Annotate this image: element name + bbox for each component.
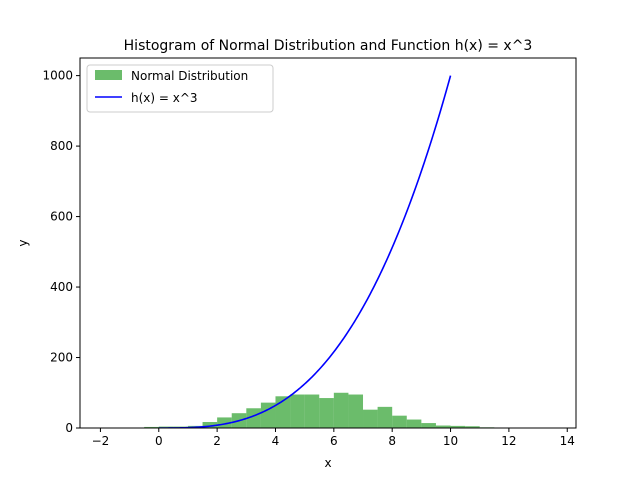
y-tick-label: 800 bbox=[50, 139, 73, 153]
histogram-bar bbox=[319, 398, 334, 428]
histogram-bar bbox=[406, 419, 422, 428]
legend-swatch-histogram bbox=[95, 70, 122, 80]
histogram-bar bbox=[217, 417, 232, 428]
plot-area bbox=[100, 75, 553, 428]
x-tick-label: −2 bbox=[92, 434, 110, 448]
y-tick-label: 1000 bbox=[42, 69, 73, 83]
histogram-bar bbox=[465, 426, 480, 428]
histogram-bar bbox=[290, 394, 305, 428]
legend: Normal Distribution h(x) = x^3 bbox=[86, 64, 274, 113]
histogram-bar bbox=[260, 402, 276, 428]
legend-label-line: h(x) = x^3 bbox=[131, 91, 198, 105]
histogram-bar bbox=[421, 423, 436, 428]
y-tick-label: 0 bbox=[65, 421, 73, 435]
y-tick-label: 600 bbox=[50, 210, 73, 224]
legend-label-histogram: Normal Distribution bbox=[131, 69, 248, 83]
x-tick-label: 12 bbox=[501, 434, 516, 448]
histogram-bar bbox=[377, 406, 393, 428]
h-of-x-curve bbox=[158, 75, 452, 428]
histogram-bar bbox=[392, 415, 407, 428]
legend-box bbox=[86, 64, 274, 113]
histogram-bar bbox=[348, 394, 364, 428]
x-axis-label: x bbox=[324, 456, 331, 470]
x-tick-label: 14 bbox=[560, 434, 575, 448]
x-axis-ticks: −2 0 2 4 6 8 10 12 14 bbox=[92, 428, 575, 448]
histogram-bar bbox=[363, 409, 378, 428]
histogram-bar bbox=[275, 396, 291, 428]
x-tick-label: 8 bbox=[388, 434, 396, 448]
histogram-bar bbox=[304, 394, 320, 428]
x-tick-label: 4 bbox=[272, 434, 280, 448]
histogram-bar bbox=[435, 425, 451, 428]
y-axis-label: y bbox=[16, 239, 30, 246]
histogram-bar bbox=[246, 408, 261, 428]
histogram-bar bbox=[144, 426, 159, 428]
chart-title: Histogram of Normal Distribution and Fun… bbox=[124, 38, 533, 54]
histogram-bar bbox=[450, 425, 466, 428]
y-axis-ticks: 0 200 400 600 800 1000 bbox=[42, 69, 80, 435]
y-tick-label: 200 bbox=[50, 351, 73, 365]
axes-frame bbox=[79, 57, 577, 429]
y-tick-label: 400 bbox=[50, 280, 73, 294]
x-tick-label: 0 bbox=[155, 434, 163, 448]
x-tick-label: 2 bbox=[213, 434, 221, 448]
x-tick-label: 10 bbox=[443, 434, 458, 448]
x-tick-label: 6 bbox=[330, 434, 338, 448]
histogram-bar bbox=[202, 422, 218, 428]
histogram-bar bbox=[333, 392, 349, 428]
